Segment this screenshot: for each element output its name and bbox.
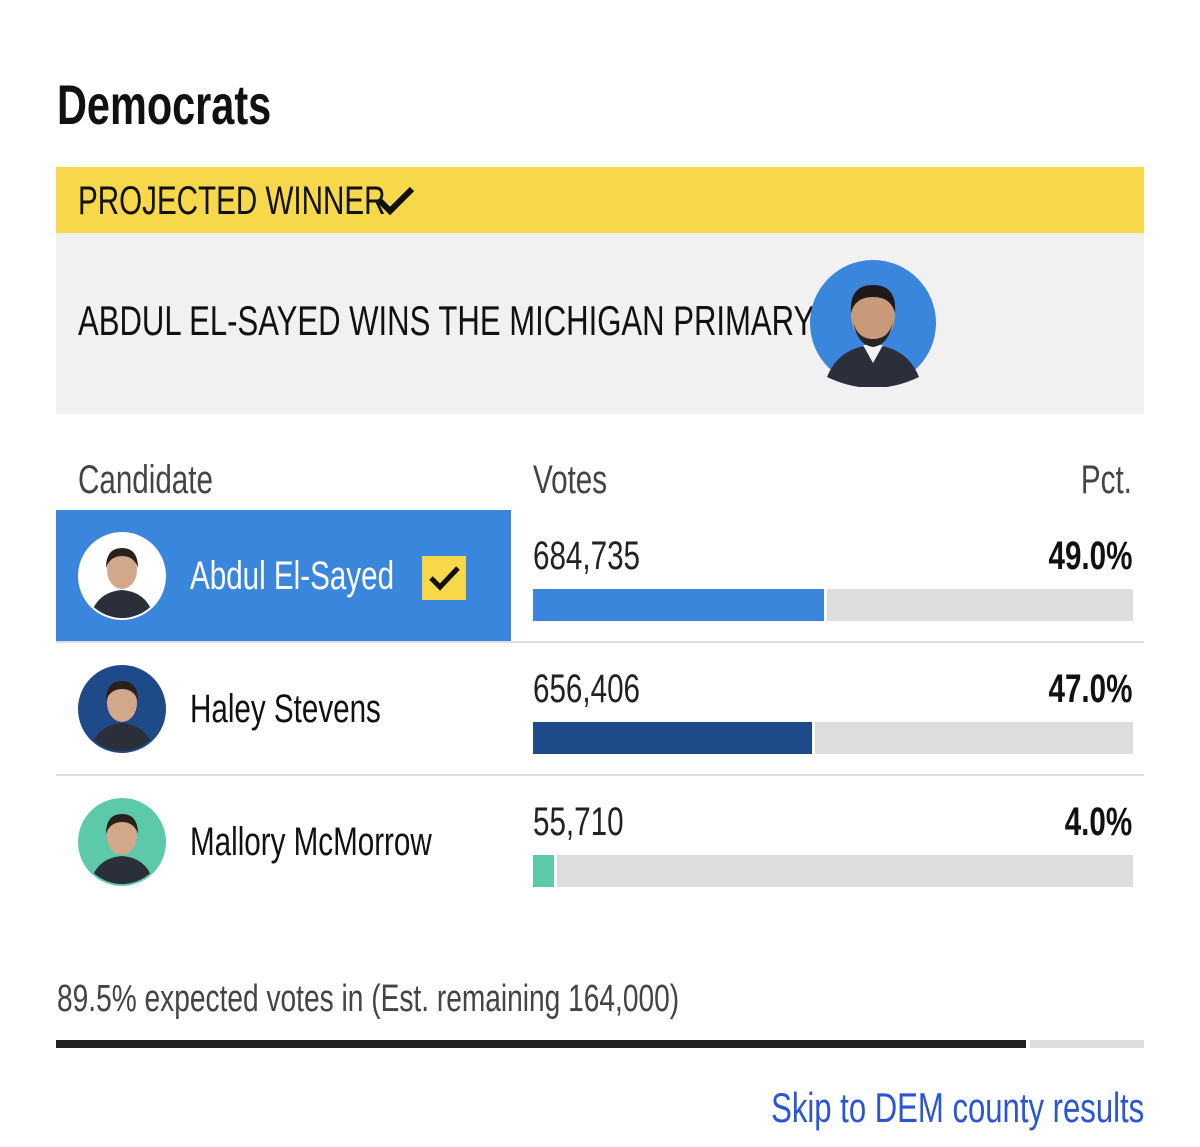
winner-photo <box>810 260 936 387</box>
pct-bar <box>533 589 827 621</box>
votes: 656,406 <box>533 667 678 712</box>
banner-label-text: PROJECTED WINNER <box>78 179 386 223</box>
candidate-name: Haley Stevens <box>190 687 448 732</box>
pct-track <box>533 722 1133 754</box>
pct-track <box>533 589 1133 621</box>
expected-label: 89.5% expected votes in (Est. remaining … <box>57 978 680 1020</box>
votes: 684,735 <box>533 534 678 579</box>
row-separator <box>56 641 1144 643</box>
candidate-photo <box>78 665 166 753</box>
candidate-name-text: Haley Stevens <box>190 687 381 731</box>
column-header: Pct. <box>1063 458 1132 503</box>
candidate-name: Mallory McMorrow <box>190 820 517 865</box>
column-header-text: Votes <box>533 458 608 502</box>
party-title: Democrats <box>57 72 346 137</box>
column-header: Votes <box>533 458 633 503</box>
votes-text: 55,710 <box>533 800 624 844</box>
winner-panel: ABDUL EL-SAYED WINS THE MICHIGAN PRIMARY <box>56 233 1144 414</box>
column-header: Candidate <box>78 458 260 503</box>
pct: 47.0% <box>1019 667 1132 712</box>
pct-text: 4.0% <box>1064 800 1132 844</box>
pct-text: 49.0% <box>1048 534 1132 578</box>
column-header-text: Candidate <box>78 458 213 502</box>
link-text: Skip to DEM county results <box>770 1084 1144 1131</box>
candidate-name-text: Abdul El-Sayed <box>190 554 395 598</box>
row-separator <box>56 774 1144 776</box>
votes: 55,710 <box>533 800 655 845</box>
expected-bar <box>56 1040 1030 1048</box>
title-text: Democrats <box>57 73 272 136</box>
candidate-photo <box>78 532 166 620</box>
winner-banner: PROJECTED WINNER <box>56 167 1144 233</box>
pct-text: 47.0% <box>1048 667 1132 711</box>
votes-text: 656,406 <box>533 667 640 711</box>
photo-figure <box>90 814 154 884</box>
column-header-text: Pct. <box>1081 458 1132 502</box>
pct: 4.0% <box>1041 800 1132 845</box>
photo-figure <box>90 681 154 751</box>
headline: ABDUL EL-SAYED WINS THE MICHIGAN PRIMARY <box>78 297 1073 345</box>
pct-bar <box>533 722 815 754</box>
candidate-photo <box>78 798 166 886</box>
photo-figure <box>90 548 154 618</box>
county-link[interactable]: Skip to DEM county results <box>640 1084 1144 1132</box>
expected-track <box>56 1040 1144 1048</box>
check-icon <box>377 186 415 216</box>
votes-text: 684,735 <box>533 534 640 578</box>
candidate-name-text: Mallory McMorrow <box>190 820 432 864</box>
headline-text: ABDUL EL-SAYED WINS THE MICHIGAN PRIMARY <box>78 297 815 344</box>
winner-check <box>422 556 466 600</box>
check-icon <box>429 566 460 591</box>
pct: 49.0% <box>1019 534 1132 579</box>
pct-track <box>533 855 1133 887</box>
pct-bar <box>533 855 557 887</box>
banner-label: PROJECTED WINNER <box>78 179 494 224</box>
expected-text: 89.5% expected votes in (Est. remaining … <box>57 978 898 1021</box>
candidate-name: Abdul El-Sayed <box>190 554 466 599</box>
